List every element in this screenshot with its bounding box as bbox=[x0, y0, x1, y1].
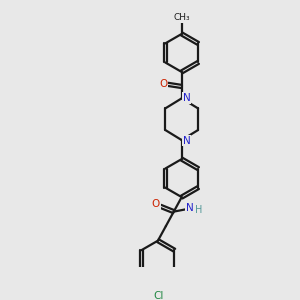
Text: N: N bbox=[183, 136, 190, 146]
Text: O: O bbox=[159, 79, 167, 89]
Text: O: O bbox=[152, 199, 160, 209]
Text: CH₃: CH₃ bbox=[174, 13, 190, 22]
Text: N: N bbox=[183, 93, 190, 103]
Text: H: H bbox=[195, 205, 202, 215]
Text: Cl: Cl bbox=[153, 291, 164, 300]
Text: N: N bbox=[186, 203, 194, 214]
